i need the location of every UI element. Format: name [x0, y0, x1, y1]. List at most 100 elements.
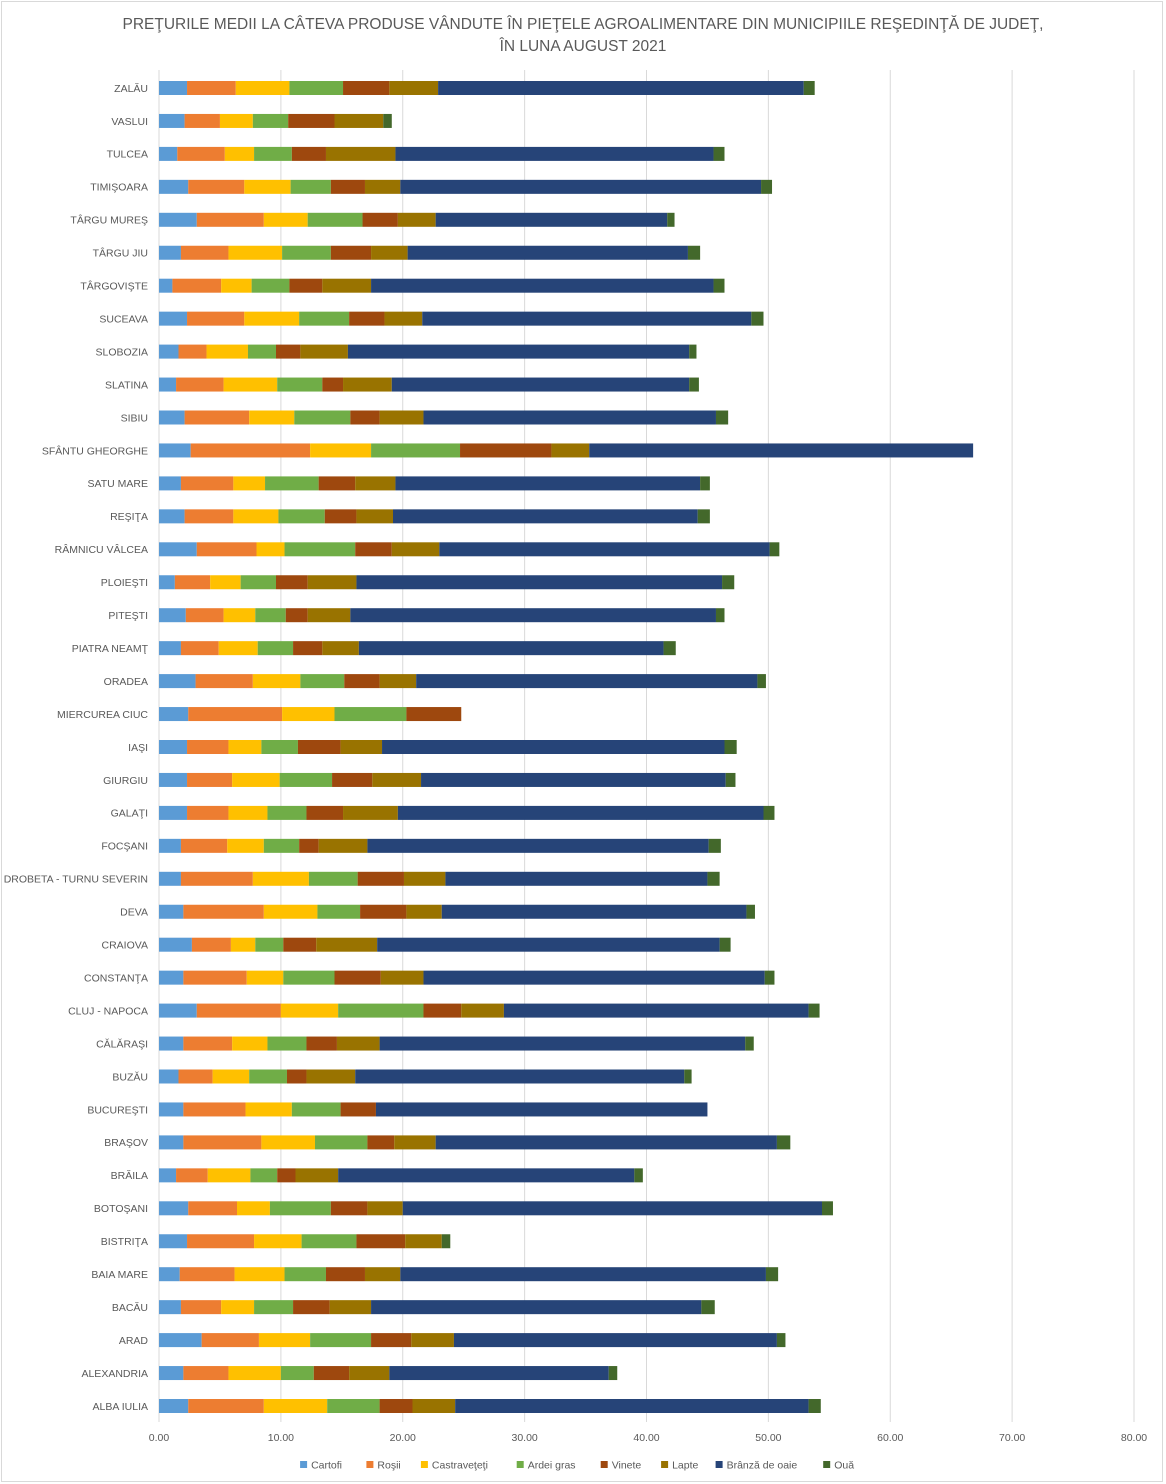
bar-ardei-gras-targu-mures [307, 212, 363, 227]
bar-vinete-bacau [293, 1300, 330, 1315]
bar-lapte-sibiu [379, 410, 424, 425]
bar-ardei-gras-satu-mare [265, 476, 319, 491]
bar-ardei-gras-bacau [254, 1300, 294, 1315]
x-tick-label: 20.00 [390, 1432, 416, 1444]
bar-castraveteti-constanta [246, 970, 284, 985]
bar-branza-de-oaie-zalau [438, 81, 804, 95]
bar-vinete-targoviste [289, 278, 323, 293]
bar-cartofi-drobeta-turnu-severin [159, 871, 181, 886]
bar-ardei-gras-bistrita [301, 1234, 357, 1249]
bar-vinete-satu-mare [318, 476, 356, 491]
category-label-bistrita: BISTRIŢA [101, 1236, 148, 1248]
bar-castraveteti-botosani [237, 1201, 270, 1216]
bar-branza-de-oaie-cluj-napoca [503, 1003, 809, 1018]
bar-rosii-bacau [180, 1300, 222, 1315]
bar-castraveteti-bacau [221, 1300, 255, 1315]
bar-oua-alexandria [608, 1366, 618, 1381]
bar-ardei-gras-craiova [255, 937, 284, 952]
bar-lapte-tulcea [325, 146, 396, 161]
bar-oua-slatina [689, 377, 699, 392]
bar-branza-de-oaie-alba-iulia [455, 1399, 809, 1413]
bar-branza-de-oaie-giurgiu [421, 772, 726, 787]
legend-swatch-castraveteti [420, 1461, 428, 1468]
bar-rosii-iasi [187, 740, 229, 754]
bar-castraveteti-targu-jiu [228, 245, 283, 260]
bar-castraveteti-braila [207, 1168, 251, 1183]
bar-ardei-gras-targoviste [251, 278, 290, 293]
category-label-buzau: BUZĂU [112, 1070, 148, 1083]
legend-label-lapte: Lapte [672, 1460, 698, 1472]
bar-cartofi-targu-jiu [159, 245, 181, 260]
bar-ardei-gras-bucuresti [291, 1102, 341, 1117]
bar-rosii-suceava [187, 311, 245, 326]
category-label-satu-mare: SATU MARE [88, 478, 148, 490]
bar-vinete-resita [324, 509, 357, 524]
bar-rosii-arad [201, 1333, 259, 1348]
bar-cartofi-arad [159, 1333, 202, 1348]
category-label-piatra-neamt: PIATRA NEAMŢ [72, 643, 149, 655]
bar-cartofi-constanta [159, 970, 184, 985]
bar-castraveteti-sibiu [249, 410, 295, 425]
bar-oua-targu-mures [667, 212, 675, 227]
category-label-miercurea-ciuc: MIERCUREA CIUC [57, 709, 148, 721]
bar-castraveteti-resita [233, 509, 279, 524]
bar-rosii-sibiu [184, 410, 250, 425]
category-label-pitesti: PITEŞTI [108, 610, 148, 622]
bar-ardei-gras-vaslui [252, 113, 289, 128]
bar-oua-iasi [724, 740, 737, 754]
bar-ardei-gras-constanta [283, 970, 335, 985]
bar-branza-de-oaie-ploiesti [356, 575, 723, 590]
category-label-ramnicu-valcea: RÂMNICU VÂLCEA [55, 543, 148, 556]
bar-branza-de-oaie-drobeta-turnu-severin [445, 871, 708, 886]
bar-cartofi-iasi [159, 740, 188, 754]
bar-castraveteti-tulcea [224, 146, 255, 161]
legend-swatch-vinete [600, 1461, 608, 1468]
category-label-targu-jiu: TÂRGU JIU [93, 247, 148, 260]
bar-vinete-targu-jiu [330, 245, 372, 260]
category-label-oradea: ORADEA [104, 676, 148, 688]
bar-oua-constanta [764, 970, 775, 985]
bar-castraveteti-miercurea-ciuc [282, 707, 335, 722]
bar-castraveteti-alba-iulia [263, 1399, 328, 1413]
bar-branza-de-oaie-bucuresti [375, 1102, 708, 1117]
bar-vinete-pitesti [285, 608, 308, 623]
category-label-sfantu-gheorghe: SFÂNTU GHEORGHE [42, 444, 148, 457]
bar-oua-calarasi [745, 1036, 754, 1051]
bar-rosii-vaslui [184, 113, 220, 128]
bar-vinete-targu-mures [362, 212, 398, 227]
bar-ardei-gras-buzau [249, 1069, 287, 1084]
bar-vinete-bucuresti [340, 1102, 376, 1117]
category-label-craiova: CRAIOVA [102, 940, 148, 952]
bar-lapte-pitesti [307, 608, 351, 623]
bar-cartofi-cluj-napoca [159, 1003, 197, 1018]
bar-ardei-gras-miercurea-ciuc [334, 707, 407, 722]
bar-branza-de-oaie-pitesti [350, 608, 716, 623]
category-label-iasi: IAŞI [128, 742, 148, 754]
bar-vinete-bistrita [356, 1234, 406, 1249]
bar-rosii-targu-mures [196, 212, 264, 227]
bar-vinete-buzau [286, 1069, 307, 1084]
bar-rosii-timisoara [188, 179, 245, 194]
bar-branza-de-oaie-calarasi [379, 1036, 746, 1051]
x-tick-label: 80.00 [1121, 1432, 1147, 1444]
bar-lapte-iasi [340, 740, 383, 754]
bar-lapte-zalau [389, 81, 439, 95]
bar-vinete-deva [360, 904, 407, 919]
bar-oua-giurgiu [725, 772, 736, 787]
bar-oua-tulcea [713, 146, 725, 161]
bar-vinete-craiova [283, 937, 317, 952]
category-label-focsani: FOCŞANI [101, 841, 148, 853]
legend-label-rosii: Roşii [377, 1460, 400, 1472]
bar-oua-suceava [751, 311, 764, 326]
bar-lapte-bistrita [405, 1234, 442, 1249]
bar-castraveteti-drobeta-turnu-severin [252, 871, 309, 886]
category-label-arad: ARAD [119, 1335, 149, 1347]
bar-vinete-focsani [299, 838, 319, 853]
bar-rosii-buzau [178, 1069, 213, 1084]
bar-cartofi-bucuresti [159, 1102, 184, 1117]
bar-castraveteti-ploiesti [210, 575, 241, 590]
bar-oua-targoviste [713, 278, 725, 293]
bar-castraveteti-baia-mare [234, 1267, 285, 1282]
bar-rosii-braila [176, 1168, 208, 1183]
bar-vinete-oradea [344, 674, 380, 689]
